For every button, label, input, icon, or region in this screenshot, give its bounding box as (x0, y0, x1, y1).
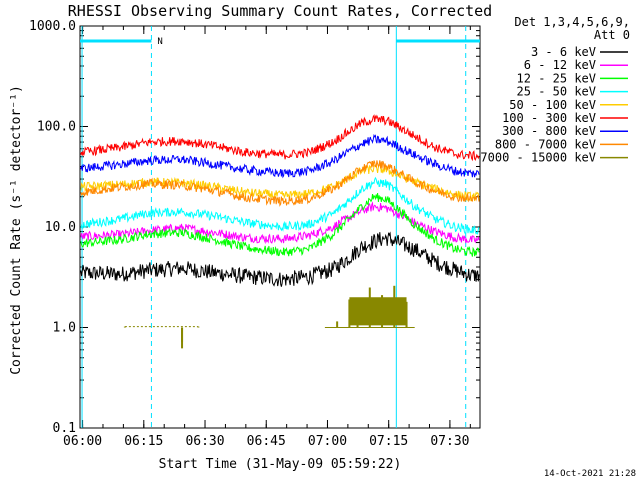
y-tick-label: 1.0 (53, 321, 76, 336)
legend-label: 300 - 800 keV (502, 124, 596, 138)
x-tick-label: 07:15 (369, 434, 408, 449)
legend-label: 12 - 25 keV (517, 71, 596, 85)
x-axis-label: Start Time (31-May-09 05:59:22) (159, 457, 402, 472)
legend-label: 25 - 50 keV (517, 85, 596, 99)
legend-header-line2: Att 0 (594, 28, 630, 42)
legend-label: 7000 - 15000 keV (480, 151, 596, 165)
series-800-7000-kev-line (80, 160, 480, 207)
night-label: N (157, 37, 162, 47)
chart-title: RHESSI Observing Summary Count Rates, Co… (68, 2, 492, 20)
footer-date: 14-Oct-2021 21:28 (544, 469, 636, 479)
y-axis-label: Corrected Count Rate (s⁻¹ detector⁻¹) (9, 85, 24, 375)
legend-label: 100 - 300 keV (502, 111, 596, 125)
series-25-50-kev-line (80, 176, 480, 236)
series-6-12-kev-line (80, 201, 480, 245)
series-300-800-kev-line (80, 133, 480, 179)
x-tick-label: 06:30 (185, 434, 224, 449)
legend-label: 6 - 12 keV (524, 58, 596, 72)
series-7000-15000-kev-block (349, 297, 407, 326)
plot-layer: 0.1 1.0 10.0 100.0 1000.0 06:00 06:15 06:30 06:4… (29, 19, 628, 449)
x-tick-label: 07:00 (308, 434, 347, 449)
legend-header-line1: Det 1,3,4,5,6,9, (514, 15, 630, 29)
series-50-100-kev-line (80, 164, 480, 202)
y-tick-label: 1000.0 (29, 19, 76, 34)
y-tick-label: 100.0 (37, 120, 76, 135)
legend-label: 800 - 7000 keV (495, 137, 596, 151)
legend-label: 3 - 6 keV (531, 45, 596, 59)
y-tick-label: 0.1 (53, 421, 76, 436)
series-100-300-kev-line (80, 114, 480, 162)
y-tick-label: 10.0 (45, 220, 76, 235)
x-tick-label: 06:00 (63, 434, 102, 449)
series-12-25-kev-line (80, 193, 480, 257)
x-tick-label: 06:15 (124, 434, 163, 449)
x-tick-label: 07:30 (430, 434, 469, 449)
legend-label: 50 - 100 keV (509, 98, 596, 112)
x-tick-label: 06:45 (247, 434, 286, 449)
series-3-6-kev-line (80, 231, 480, 287)
